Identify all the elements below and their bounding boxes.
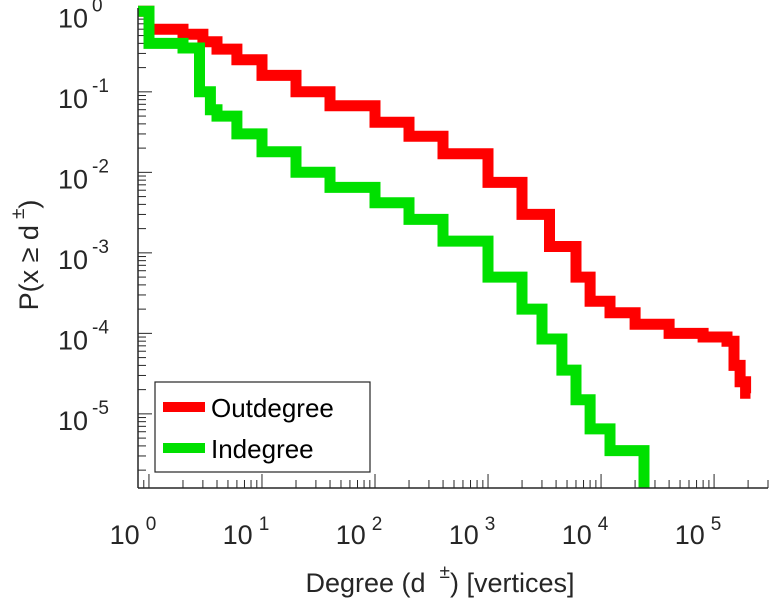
legend-indegree-label: Indegree xyxy=(211,434,314,464)
y-tick-base: 10 xyxy=(58,84,88,114)
y-tick-exponent: -5 xyxy=(92,398,109,419)
x-tick-label: 10 0 xyxy=(110,514,157,550)
y-tick-label: 10 -5 xyxy=(58,398,109,436)
x-tick-base: 10 xyxy=(675,520,705,550)
y-tick-exponent: -3 xyxy=(92,237,109,258)
x-tick-label: 10 2 xyxy=(336,514,383,550)
x-axis-title-main: Degree (d xyxy=(305,568,425,598)
x-tick-exponent: 5 xyxy=(711,514,722,535)
x-axis-title-tail: ) [vertices] xyxy=(450,568,575,598)
y-tick-base: 10 xyxy=(58,3,88,33)
x-tick-base: 10 xyxy=(562,520,592,550)
y-tick-label: 10 -3 xyxy=(58,237,109,275)
y-tick-exponent: -4 xyxy=(92,317,109,338)
y-tick-exponent: 0 xyxy=(92,0,103,16)
legend-outdegree-label: Outdegree xyxy=(211,393,334,423)
y-axis-title-sup: ± xyxy=(8,209,29,219)
x-tick-base: 10 xyxy=(336,520,366,550)
y-tick-label: 10 0 xyxy=(58,0,103,33)
x-tick-label: 10 1 xyxy=(223,514,270,550)
x-tick-exponent: 4 xyxy=(598,514,609,535)
y-axis-title: P(x ≥ d ±) xyxy=(8,200,44,311)
legend-box xyxy=(154,381,371,473)
x-axis-title: Degree (d ±) [vertices] xyxy=(305,562,574,598)
series-line-outdegree xyxy=(138,5,752,399)
x-tick-label: 10 4 xyxy=(562,514,609,550)
legend: Outdegree Indegree xyxy=(154,381,371,473)
y-tick-base: 10 xyxy=(58,325,88,355)
y-tick-label: 10 -2 xyxy=(58,156,109,194)
y-tick-base: 10 xyxy=(58,406,88,436)
x-tick-exponent: 3 xyxy=(485,514,496,535)
series-line-indegree xyxy=(138,5,650,488)
x-tick-exponent: 2 xyxy=(372,514,383,535)
x-tick-label: 10 5 xyxy=(675,514,722,550)
y-tick-base: 10 xyxy=(58,164,88,194)
x-tick-label: 10 3 xyxy=(449,514,496,550)
y-axis-title-tail: ) xyxy=(14,200,44,209)
x-axis-title-sup: ± xyxy=(440,562,450,583)
y-tick-label: 10 -1 xyxy=(58,76,109,114)
x-tick-base: 10 xyxy=(223,520,253,550)
y-tick-base: 10 xyxy=(58,245,88,275)
x-tick-labels: 10 0 10 1 10 2 10 3 10 4 10 5 xyxy=(110,514,722,550)
x-tick-exponent: 0 xyxy=(146,514,157,535)
y-axis-title-main: P(x ≥ d xyxy=(14,225,44,310)
y-tick-exponent: -2 xyxy=(92,156,109,177)
x-tick-base: 10 xyxy=(449,520,479,550)
y-tick-exponent: -1 xyxy=(92,76,109,97)
x-tick-base: 10 xyxy=(110,520,140,550)
series-lines xyxy=(138,5,752,488)
y-tick-label: 10 -4 xyxy=(58,317,109,355)
x-tick-exponent: 1 xyxy=(259,514,270,535)
